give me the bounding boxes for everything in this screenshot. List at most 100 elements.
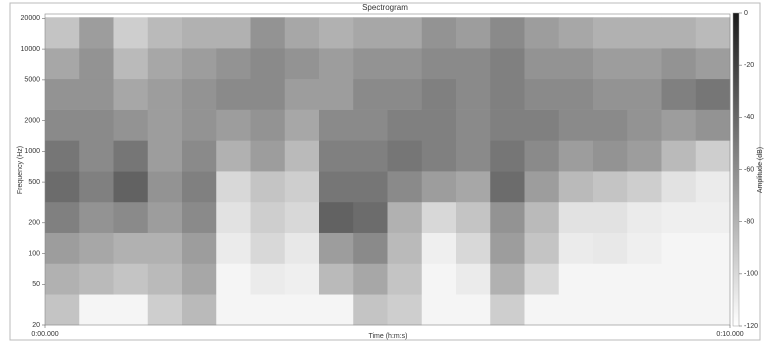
heatmap-cell — [525, 263, 560, 294]
heatmap-cell — [319, 79, 354, 110]
heatmap-cell — [525, 233, 560, 264]
heatmap-cell — [353, 110, 388, 141]
heatmap-cell — [422, 79, 457, 110]
heatmap-cell — [593, 202, 628, 233]
heatmap-cell — [216, 171, 251, 202]
heatmap-cell — [251, 17, 286, 48]
heatmap-cell — [353, 294, 388, 325]
heatmap-cell — [593, 79, 628, 110]
heatmap-cell — [285, 202, 320, 233]
heatmap-cell — [388, 48, 423, 79]
heatmap-cell — [559, 79, 594, 110]
heatmap-cell — [662, 79, 697, 110]
colorbar-tick-label: -20 — [744, 62, 754, 69]
heatmap-cell — [353, 171, 388, 202]
colorbar-tick-label: -60 — [744, 166, 754, 173]
heatmap-cell — [251, 140, 286, 171]
y-tick-label: 500 — [28, 179, 40, 186]
heatmap-cell — [525, 294, 560, 325]
colorbar-tick-label: 0 — [744, 10, 748, 17]
heatmap-cell — [114, 294, 149, 325]
heatmap-cell — [593, 233, 628, 264]
heatmap-cell — [353, 202, 388, 233]
heatmap-cell — [182, 202, 217, 233]
heatmap-cell — [422, 140, 457, 171]
heatmap-cell — [216, 202, 251, 233]
heatmap-cell — [79, 48, 114, 79]
heatmap-cell — [216, 48, 251, 79]
heatmap-cell — [662, 171, 697, 202]
heatmap-cell — [422, 233, 457, 264]
colorbar-label: Amplitude (dB) — [757, 147, 764, 193]
y-tick-label: 200 — [28, 220, 40, 227]
heatmap-cell — [559, 48, 594, 79]
y-tick-label: 20000 — [21, 15, 41, 22]
heatmap-cell — [79, 294, 114, 325]
heatmap-cell — [45, 233, 80, 264]
heatmap-cell — [696, 79, 731, 110]
heatmap-cell — [251, 233, 286, 264]
heatmap-cell — [627, 110, 662, 141]
heatmap-cell — [148, 17, 183, 48]
heatmap-cell — [45, 48, 80, 79]
heatmap-cell — [114, 263, 149, 294]
heatmap-cell — [422, 17, 457, 48]
heatmap-cell — [696, 263, 731, 294]
heatmap-cell — [79, 233, 114, 264]
heatmap-cell — [45, 140, 80, 171]
heatmap-cell — [627, 79, 662, 110]
heatmap-cell — [45, 110, 80, 141]
heatmap-cell — [456, 233, 491, 264]
heatmap-cell — [114, 17, 149, 48]
heatmap-cell — [388, 17, 423, 48]
heatmap-cell — [662, 17, 697, 48]
heatmap-cell — [388, 202, 423, 233]
heatmap-cell — [627, 171, 662, 202]
heatmap-cell — [319, 294, 354, 325]
heatmap-cell — [593, 294, 628, 325]
heatmap-cell — [490, 79, 525, 110]
heatmap-cell — [319, 140, 354, 171]
heatmap-cell — [627, 294, 662, 325]
heatmap-cell — [490, 171, 525, 202]
heatmap-cell — [182, 233, 217, 264]
heatmap-cell — [79, 171, 114, 202]
heatmap-cell — [114, 110, 149, 141]
heatmap-cell — [319, 233, 354, 264]
heatmap-cell — [696, 48, 731, 79]
heatmap-cell — [319, 17, 354, 48]
heatmap-cell — [422, 110, 457, 141]
heatmap-cell — [114, 171, 149, 202]
heatmap-cell — [627, 48, 662, 79]
heatmap-cell — [662, 294, 697, 325]
y-tick-label: 5000 — [24, 77, 40, 84]
heatmap-cell — [285, 233, 320, 264]
heatmap-cell — [559, 171, 594, 202]
heatmap-cell — [216, 233, 251, 264]
heatmap-cell — [216, 79, 251, 110]
heatmap-cell — [285, 79, 320, 110]
heatmap-cell — [182, 48, 217, 79]
heatmap-cell — [456, 17, 491, 48]
heatmap-cell — [353, 233, 388, 264]
heatmap-cell — [490, 202, 525, 233]
heatmap-cell — [525, 171, 560, 202]
heatmap-cell — [388, 233, 423, 264]
heatmap-cell — [353, 79, 388, 110]
heatmap-cell — [216, 110, 251, 141]
heatmap-cell — [182, 263, 217, 294]
y-axis-label: Frequency (Hz) — [17, 146, 24, 194]
heatmap-cell — [696, 294, 731, 325]
heatmap-cell — [559, 202, 594, 233]
heatmap-cell — [182, 140, 217, 171]
heatmap-cell — [559, 263, 594, 294]
heatmap-cell — [525, 48, 560, 79]
heatmap-cell — [148, 171, 183, 202]
y-tick-label: 10000 — [21, 46, 41, 53]
heatmap-cell — [251, 202, 286, 233]
heatmap-cell — [251, 294, 286, 325]
heatmap-cell — [148, 79, 183, 110]
heatmap-cell — [45, 202, 80, 233]
heatmap-cell — [559, 233, 594, 264]
heatmap-cell — [593, 17, 628, 48]
